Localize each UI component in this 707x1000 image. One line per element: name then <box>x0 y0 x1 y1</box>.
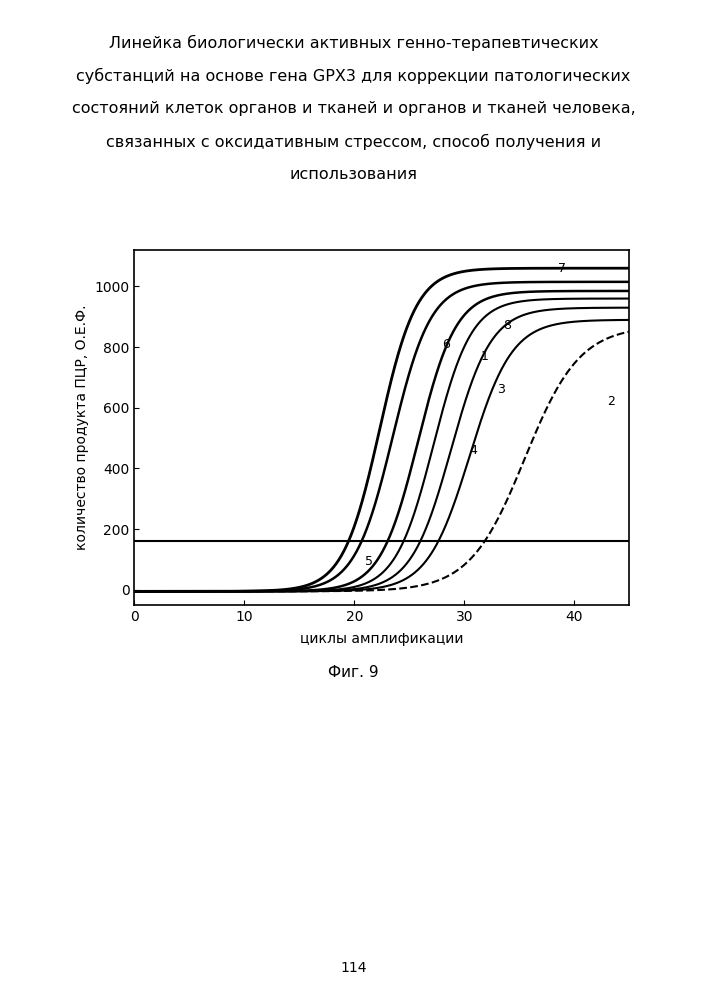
Text: связанных с оксидативным стрессом, способ получения и: связанных с оксидативным стрессом, спосо… <box>106 134 601 150</box>
Text: 5: 5 <box>366 555 373 568</box>
X-axis label: циклы амплификации: циклы амплификации <box>300 632 464 646</box>
Text: состояний клеток органов и тканей и органов и тканей человека,: состояний клеток органов и тканей и орга… <box>71 101 636 116</box>
Text: Фиг. 9: Фиг. 9 <box>328 665 379 680</box>
Text: 3: 3 <box>497 383 505 396</box>
Text: 7: 7 <box>558 262 566 275</box>
Text: 114: 114 <box>340 961 367 975</box>
Y-axis label: количество продукта ПЦР, О.Е.Ф.: количество продукта ПЦР, О.Е.Ф. <box>75 305 89 550</box>
Text: 2: 2 <box>607 395 615 408</box>
Text: использования: использования <box>289 167 418 182</box>
Text: 1: 1 <box>481 350 489 363</box>
Text: Линейка биологически активных генно-терапевтических: Линейка биологически активных генно-тера… <box>109 35 598 51</box>
Text: 6: 6 <box>443 338 450 351</box>
Text: 4: 4 <box>469 444 478 457</box>
Text: субстанций на основе гена GPX3 для коррекции патологических: субстанций на основе гена GPX3 для корре… <box>76 68 631 84</box>
Text: 8: 8 <box>503 319 510 332</box>
